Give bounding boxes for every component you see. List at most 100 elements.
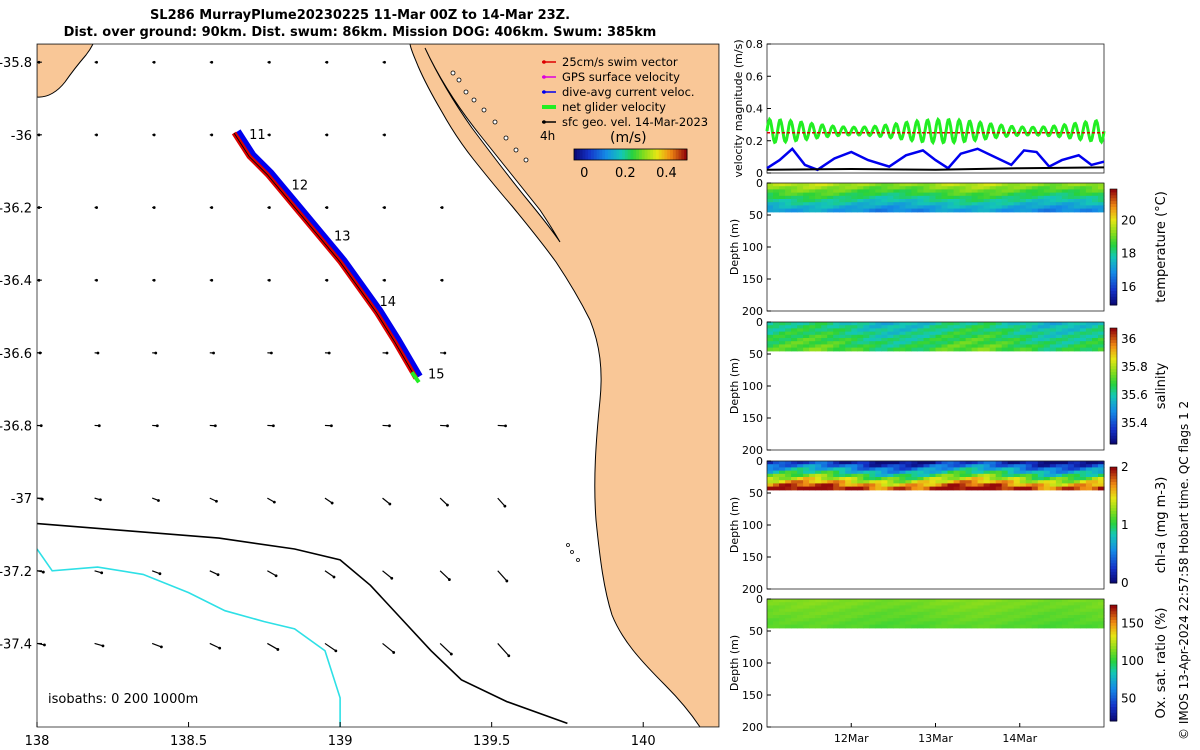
temperature-cell xyxy=(899,183,906,187)
temperature-cell xyxy=(1061,202,1069,206)
oxygen-cell xyxy=(983,621,991,626)
salinity-cell xyxy=(767,347,774,352)
oxygen-cell xyxy=(1098,624,1105,629)
chla-cell xyxy=(1019,473,1027,478)
chla-cell xyxy=(797,461,804,465)
temperature-cell xyxy=(905,195,912,200)
temperature-cell xyxy=(881,192,888,197)
chla-cell xyxy=(857,467,864,472)
oxygen-cell xyxy=(917,624,924,629)
salinity-cell xyxy=(977,341,985,345)
temperature-cell xyxy=(857,202,864,206)
current-vector xyxy=(439,570,450,581)
salinity-cell xyxy=(1061,334,1069,339)
oxygen-cell xyxy=(773,602,780,606)
temperature-cell xyxy=(947,192,955,197)
temperature-colorbar-cell xyxy=(1110,189,1117,193)
coorong-lagoon xyxy=(424,47,561,243)
chla-cell xyxy=(1001,470,1009,475)
map-colorbar-cell xyxy=(579,149,583,160)
oxygen-y-tick-label: 50 xyxy=(749,625,763,638)
current-vector-head xyxy=(269,351,273,355)
temperature-cell xyxy=(875,195,882,200)
chla-cell xyxy=(785,467,792,472)
temperature-cell xyxy=(851,189,858,194)
salinity-colorbar-frame xyxy=(1109,327,1118,445)
temperature-cell xyxy=(1079,183,1087,187)
temperature-cell xyxy=(1013,205,1021,210)
chla-cell xyxy=(929,473,937,478)
chla-cell xyxy=(1079,461,1087,465)
oxygen-cell xyxy=(1061,605,1069,610)
temperature-cell xyxy=(869,202,876,206)
chla-cell xyxy=(773,477,780,481)
oxygen-cell xyxy=(899,624,906,629)
oxygen-cell xyxy=(911,618,918,622)
salinity-cell xyxy=(911,344,918,349)
salinity-cell xyxy=(1031,344,1039,349)
temperature-cell xyxy=(941,199,949,203)
salinity-cell xyxy=(905,347,912,352)
chla-y-tick-label: 0 xyxy=(756,455,763,468)
oxygen-cell xyxy=(1085,624,1093,629)
temperature-cell xyxy=(863,192,870,197)
chla-cell xyxy=(947,461,955,465)
oxygen-cell xyxy=(779,615,786,619)
temperature-cell xyxy=(1007,183,1015,187)
salinity-cell xyxy=(875,325,882,329)
chla-cell xyxy=(1037,483,1045,488)
oxygen-cell xyxy=(791,605,798,610)
temperature-colorbar-cell xyxy=(1110,191,1117,196)
salinity-colorbar-cell xyxy=(1110,362,1117,367)
oxygen-cell xyxy=(977,599,985,603)
salinity-cell xyxy=(863,325,870,329)
oxygen-cell xyxy=(899,611,906,616)
chla-cell xyxy=(857,486,864,491)
chla-cell xyxy=(845,464,852,468)
oxygen-cell xyxy=(941,608,949,613)
salinity-cell xyxy=(767,325,774,329)
temperature-cell xyxy=(1013,208,1021,213)
chla-cell xyxy=(1007,470,1015,475)
oxygen-cell xyxy=(983,602,991,606)
oxygen-colorbar-cell xyxy=(1110,668,1117,673)
temperature-cell xyxy=(893,183,900,187)
temperature-cell xyxy=(1049,195,1057,200)
temperature-colorbar-cell xyxy=(1110,212,1117,216)
oxygen-cell xyxy=(1067,615,1075,619)
temperature-colorbar-cell xyxy=(1110,258,1117,262)
oxygen-colorbar-cell xyxy=(1110,634,1117,638)
salinity-cell xyxy=(779,347,786,352)
oxygen-cell xyxy=(971,624,979,629)
current-vector-head xyxy=(155,424,159,428)
oxygen-cell xyxy=(857,608,864,613)
chla-cell xyxy=(785,470,792,475)
temperature-cell xyxy=(1085,192,1093,197)
oxygen-cell xyxy=(935,599,943,603)
salinity-cell xyxy=(923,344,931,349)
chla-cell xyxy=(767,461,774,465)
chla-cell xyxy=(869,461,876,465)
chla-cell xyxy=(1007,473,1015,478)
chla-cell xyxy=(1025,480,1033,484)
temperature-cell xyxy=(1098,195,1105,200)
oxygen-cell xyxy=(1031,615,1039,619)
oxygen-cell xyxy=(1013,621,1021,626)
salinity-cell xyxy=(1031,338,1039,342)
chla-cell xyxy=(1049,483,1057,488)
temperature-cell xyxy=(983,205,991,210)
chla-cell xyxy=(977,477,985,481)
temperature-colorbar-cell xyxy=(1110,238,1117,242)
oxygen-colorbar-cell xyxy=(1110,677,1117,681)
temperature-cell xyxy=(803,183,810,187)
chla-cell xyxy=(1061,483,1069,488)
oxygen-cell xyxy=(809,611,816,616)
temperature-cell xyxy=(845,199,852,203)
temperature-cell xyxy=(803,202,810,206)
chla-cell xyxy=(1079,470,1087,475)
salinity-cell xyxy=(1019,328,1027,333)
oxygen-cell xyxy=(965,599,973,603)
map-colorbar-cell xyxy=(630,149,634,160)
chla-cell xyxy=(863,483,870,488)
